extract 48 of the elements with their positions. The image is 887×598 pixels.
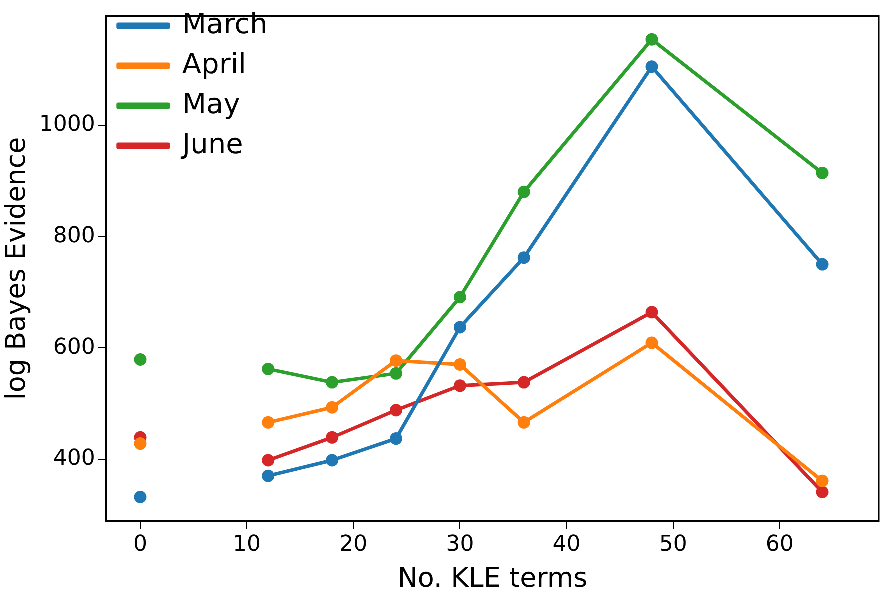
y-tick-label: 400 (53, 446, 96, 472)
point (518, 186, 530, 198)
point (646, 33, 658, 46)
x-axis-title: No. KLE terms (398, 562, 588, 594)
point (326, 401, 339, 414)
point (816, 486, 829, 498)
point (454, 358, 466, 371)
x-tick-label: 30 (446, 532, 474, 558)
point (646, 336, 658, 350)
point (454, 380, 466, 392)
point (390, 354, 402, 368)
point (326, 376, 339, 389)
legend-label: June (180, 127, 244, 160)
legend-label: April (182, 47, 246, 80)
point (262, 362, 275, 376)
point (518, 252, 530, 264)
point (646, 60, 658, 74)
point (326, 431, 339, 444)
y-tick-label: 800 (53, 223, 96, 248)
x-tick-label: 40 (552, 532, 581, 558)
point (262, 416, 275, 429)
point (390, 432, 402, 446)
point (134, 438, 147, 450)
x-tick-label: 0 (133, 532, 148, 558)
point (816, 258, 829, 271)
x-tick-label: 50 (659, 532, 688, 558)
y-tick-label: 600 (53, 334, 96, 360)
legend-label: March (182, 7, 268, 40)
point (262, 470, 275, 482)
y-tick-label: 1000 (39, 112, 96, 138)
point (646, 306, 658, 319)
point (134, 491, 147, 504)
x-tick-label: 60 (766, 532, 794, 558)
point (454, 321, 466, 334)
x-tick-label: 20 (340, 532, 368, 558)
point (454, 291, 466, 304)
point (262, 454, 275, 467)
legend-label: May (182, 87, 240, 120)
point (134, 353, 147, 366)
point (518, 376, 530, 389)
point (816, 474, 829, 488)
point (390, 367, 402, 380)
x-tick-label: 10 (233, 532, 262, 558)
y-axis-title: log Bayes Evidence (1, 137, 32, 400)
point (390, 404, 402, 417)
point (816, 166, 829, 180)
point (518, 416, 530, 429)
point (326, 454, 339, 467)
